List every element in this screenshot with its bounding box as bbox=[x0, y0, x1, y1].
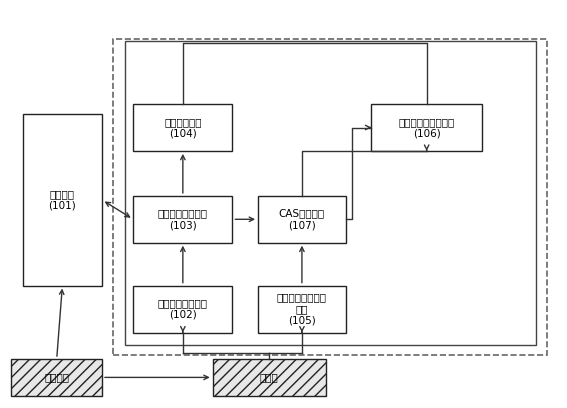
Text: 总控模块
(101): 总控模块 (101) bbox=[49, 189, 76, 211]
Bar bbox=[133, 196, 232, 243]
Bar bbox=[125, 41, 536, 345]
Text: 视景仿真模块
(104): 视景仿真模块 (104) bbox=[164, 117, 202, 138]
Bar bbox=[258, 196, 346, 243]
Bar bbox=[258, 286, 346, 333]
Bar bbox=[371, 104, 482, 151]
Text: 飞行员: 飞行员 bbox=[260, 373, 279, 382]
Text: 飞行仿真激励模块
(103): 飞行仿真激励模块 (103) bbox=[158, 208, 208, 230]
Text: 画面显示与控制模块
(106): 画面显示与控制模块 (106) bbox=[399, 117, 455, 138]
Text: 控制板模拟与显示
模块
(105): 控制板模拟与显示 模块 (105) bbox=[277, 293, 327, 326]
Text: 外设数据采集模块
(102): 外设数据采集模块 (102) bbox=[158, 298, 208, 320]
Bar bbox=[133, 286, 232, 333]
Bar bbox=[213, 359, 326, 396]
Text: CAS告警模块
(107): CAS告警模块 (107) bbox=[279, 208, 325, 230]
Bar bbox=[133, 104, 232, 151]
Text: 设计人员: 设计人员 bbox=[44, 373, 69, 382]
Bar bbox=[11, 359, 102, 396]
Bar bbox=[113, 39, 547, 355]
Bar bbox=[23, 114, 102, 286]
